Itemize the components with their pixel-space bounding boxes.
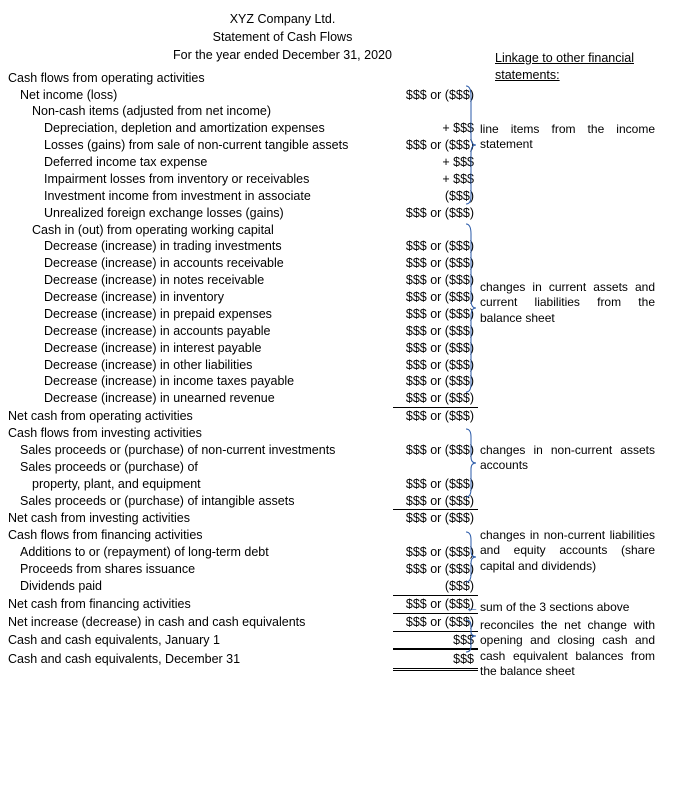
statement-header: XYZ Company Ltd. Statement of Cash Flows… xyxy=(98,11,467,64)
line-item: Decrease (increase) in trading investmen… xyxy=(8,238,282,255)
line-item: Deferred income tax expense xyxy=(8,154,207,171)
brace-icon xyxy=(466,530,476,584)
annotation-text: changes in current assets and current li… xyxy=(480,280,655,327)
line-item: property, plant, and equipment xyxy=(8,476,201,493)
total-label: Net increase (decrease) in cash and cash… xyxy=(8,614,305,631)
line-item: Sales proceeds or (purchase) of xyxy=(8,459,198,476)
annotation-column: line items from the income statement cha… xyxy=(478,70,663,672)
subtotal-label: Net cash from financing activities xyxy=(8,596,191,613)
subtotal-value: $$$ or ($$$) xyxy=(393,408,478,425)
annotation-text: line items from the income statement xyxy=(480,122,655,153)
line-item: Sales proceeds or (purchase) of non-curr… xyxy=(8,442,335,459)
line-item: Decrease (increase) in accounts receivab… xyxy=(8,255,284,272)
brace-icon xyxy=(466,618,476,654)
annotation-text: changes in non-current assets accounts xyxy=(480,443,655,474)
linkage-line1: Linkage to other financial xyxy=(495,51,634,65)
line-item: Decrease (increase) in accounts payable xyxy=(8,323,271,340)
line-item: Decrease (increase) in inventory xyxy=(8,289,224,306)
statement-body: Cash flows from operating activities Net… xyxy=(8,70,667,672)
left-column: Cash flows from operating activities Net… xyxy=(8,70,478,672)
statement-title: Statement of Cash Flows xyxy=(98,29,467,46)
line-item: Impairment losses from inventory or rece… xyxy=(8,171,309,188)
annotation-text: sum of the 3 sections above xyxy=(480,600,655,616)
line-item: Decrease (increase) in prepaid expenses xyxy=(8,306,272,323)
line-item: Unrealized foreign exchange losses (gain… xyxy=(8,205,284,222)
statement-period: For the year ended December 31, 2020 xyxy=(98,47,467,64)
line-item: Proceeds from shares issuance xyxy=(8,561,195,578)
section-header: Cash flows from operating activities xyxy=(8,70,205,87)
annotation-text: reconciles the net change with opening a… xyxy=(480,618,655,680)
subtotal-label: Net cash from operating activities xyxy=(8,408,193,425)
arrow-icon: ← xyxy=(465,598,479,617)
line-item: Net income (loss) xyxy=(8,87,117,104)
line-item: Cash and cash equivalents, December 31 xyxy=(8,651,240,668)
brace-icon xyxy=(466,222,476,394)
line-item: Non-cash items (adjusted from net income… xyxy=(8,103,271,120)
line-item: Sales proceeds or (purchase) of intangib… xyxy=(8,493,294,510)
section-header: Cash flows from investing activities xyxy=(8,425,202,442)
line-item: Cash and cash equivalents, January 1 xyxy=(8,632,220,649)
line-item: Cash in (out) from operating working cap… xyxy=(8,222,274,239)
line-item: Dividends paid xyxy=(8,578,102,595)
subtotal-label: Net cash from investing activities xyxy=(8,510,190,527)
line-item: Investment income from investment in ass… xyxy=(8,188,311,205)
subtotal-value: $$$ or ($$$) xyxy=(393,510,478,527)
section-header: Cash flows from financing activities xyxy=(8,527,203,544)
line-item: Losses (gains) from sale of non-current … xyxy=(8,137,348,154)
annotation-text: changes in non-current liabilities and e… xyxy=(480,528,655,575)
line-item: Decrease (increase) in unearned revenue xyxy=(8,390,275,407)
brace-icon xyxy=(466,84,476,206)
line-item: Additions to or (repayment) of long-term… xyxy=(8,544,269,561)
line-item: Decrease (increase) in notes receivable xyxy=(8,272,264,289)
line-value: $$$ or ($$$) xyxy=(393,205,478,222)
brace-icon xyxy=(466,427,476,499)
line-item: Decrease (increase) in interest payable xyxy=(8,340,261,357)
line-item: Decrease (increase) in income taxes paya… xyxy=(8,373,294,390)
line-item: Depreciation, depletion and amortization… xyxy=(8,120,325,137)
line-item: Decrease (increase) in other liabilities xyxy=(8,357,252,374)
company-name: XYZ Company Ltd. xyxy=(98,11,467,28)
